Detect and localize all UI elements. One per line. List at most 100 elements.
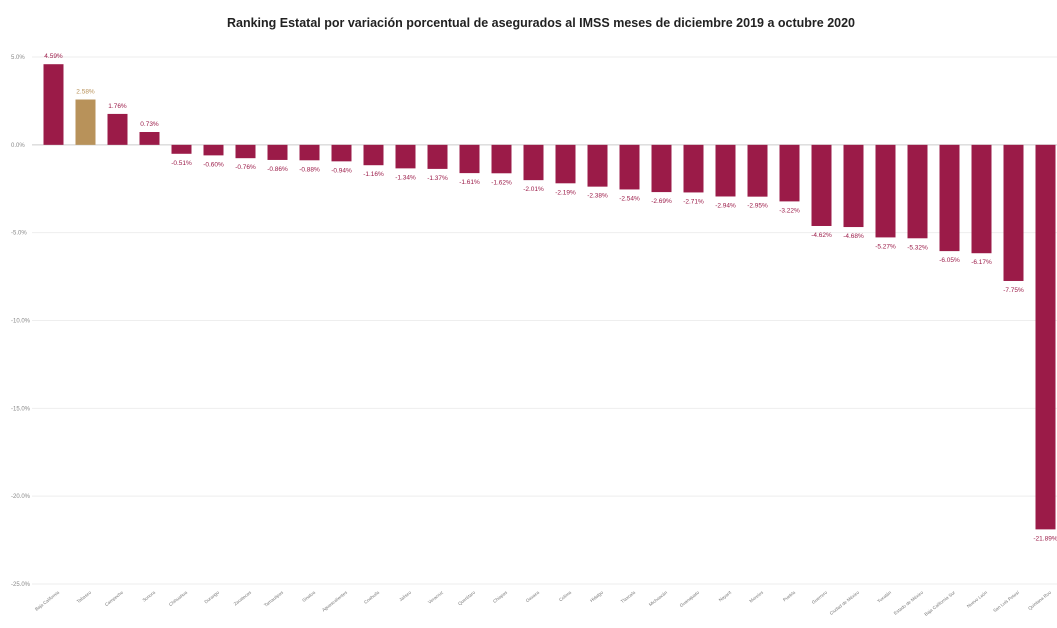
x-category-label: Nayarit	[718, 589, 733, 602]
x-category-label: Ciudad de México	[829, 590, 861, 616]
bar	[235, 144, 256, 159]
y-tick-label: -5.0%	[11, 231, 27, 237]
data-label: -1.61%	[459, 179, 480, 186]
x-category-label: Coahuila	[363, 590, 380, 605]
data-label: -0.86%	[267, 166, 288, 173]
x-category-label: San Luis Potosí	[992, 589, 1021, 613]
x-category-label: Nuevo León	[966, 590, 989, 609]
x-category-label: Tabasco	[76, 590, 93, 605]
x-category-label: Chiapas	[492, 589, 509, 604]
bar	[939, 144, 960, 252]
x-category-label: Oaxaca	[525, 590, 541, 604]
bar	[523, 144, 544, 181]
data-label: -0.88%	[299, 166, 320, 173]
bar	[267, 144, 288, 160]
bar	[299, 144, 320, 161]
bar	[1035, 144, 1056, 530]
bar	[683, 144, 704, 193]
data-label: 0.73%	[140, 121, 159, 128]
data-label: 1.76%	[108, 103, 127, 110]
x-category-label: Quintana Roo	[1027, 590, 1052, 611]
x-category-label: Tlaxcala	[620, 590, 637, 605]
x-category-label: Chihuahua	[168, 590, 189, 608]
data-label: -0.94%	[331, 167, 352, 174]
bar	[907, 144, 928, 239]
y-tick-label: 0.0%	[11, 143, 25, 149]
data-label: -4.68%	[843, 233, 864, 240]
x-category-label: Yucatán	[876, 590, 892, 604]
bar	[651, 144, 672, 193]
y-tick-label: -10.0%	[11, 319, 31, 325]
data-label: 2.58%	[76, 89, 95, 96]
x-category-label: Baja California Sur	[923, 590, 956, 617]
bar	[587, 144, 608, 187]
data-label: -1.62%	[491, 179, 512, 186]
y-tick-label: 5.0%	[11, 55, 25, 61]
bar	[459, 144, 480, 174]
x-category-label: Veracruz	[427, 589, 445, 604]
bar	[75, 99, 96, 145]
bar	[715, 144, 736, 197]
data-label: 4.59%	[44, 53, 63, 60]
bar	[43, 64, 64, 145]
bar	[139, 132, 160, 145]
data-label: -2.95%	[747, 203, 768, 210]
data-label: -1.34%	[395, 174, 416, 181]
data-label: -2.38%	[587, 193, 608, 200]
data-label: -0.60%	[203, 161, 224, 168]
bar	[107, 113, 128, 145]
x-category-label: Durango	[203, 590, 220, 605]
x-category-label: Puebla	[782, 590, 797, 603]
bar	[555, 144, 576, 184]
data-label: -6.17%	[971, 259, 992, 266]
x-category-label: Querétaro	[457, 590, 476, 607]
data-label: -7.75%	[1003, 287, 1024, 294]
grid-lines	[32, 56, 1057, 585]
bar	[971, 144, 992, 254]
bar	[331, 144, 352, 162]
bar	[779, 144, 800, 202]
bars	[43, 64, 1056, 530]
bar	[395, 144, 416, 169]
bar	[491, 144, 512, 174]
data-label: -21.89%	[1033, 535, 1057, 542]
data-label: -2.94%	[715, 202, 736, 209]
bar	[747, 144, 768, 197]
x-category-label: Campeche	[104, 590, 125, 608]
bar	[875, 144, 896, 238]
bar	[427, 144, 448, 169]
x-category-label: Michoacán	[648, 590, 669, 608]
data-label: -2.19%	[555, 189, 576, 196]
x-category-label: Estado de México	[893, 590, 925, 616]
data-label: -2.01%	[523, 186, 544, 193]
x-category-label: Sinaloa	[301, 590, 316, 603]
data-label: -2.54%	[619, 195, 640, 202]
y-tick-label: -20.0%	[11, 494, 31, 500]
bar	[843, 144, 864, 228]
data-label: -0.76%	[235, 164, 256, 171]
x-category-label: Zacatecas	[233, 589, 253, 606]
data-label: -5.32%	[907, 244, 928, 251]
x-category-label: Baja California	[34, 590, 61, 612]
data-label: -2.71%	[683, 198, 704, 205]
data-label: -0.51%	[171, 160, 192, 167]
data-label: -4.62%	[811, 232, 832, 239]
data-label: -2.69%	[651, 198, 672, 205]
bar	[171, 144, 192, 154]
x-category-label: Guanajuato	[679, 590, 701, 609]
bar	[363, 144, 384, 166]
data-labels: 4.59% 2.58% 1.76% 0.73% -0.51% -0.60% -0.76% -0…	[44, 53, 1057, 542]
bar	[1003, 144, 1024, 281]
y-axis-tick-labels: 5.0% 0.0% -5.0% -10.0% -15.0% -20.0% -25.0%	[11, 55, 31, 588]
chart-title: Ranking Estatal por variación porcentual…	[227, 16, 855, 30]
bar	[811, 144, 832, 226]
x-category-label: Guerrero	[811, 590, 829, 605]
x-category-label: Morelos	[748, 589, 764, 603]
data-label: -6.05%	[939, 257, 960, 264]
y-tick-label: -15.0%	[11, 406, 31, 412]
data-label: -1.16%	[363, 171, 384, 178]
y-tick-label: -25.0%	[11, 582, 31, 588]
data-label: -1.37%	[427, 175, 448, 182]
x-category-label: Tamaulipas	[263, 589, 285, 607]
